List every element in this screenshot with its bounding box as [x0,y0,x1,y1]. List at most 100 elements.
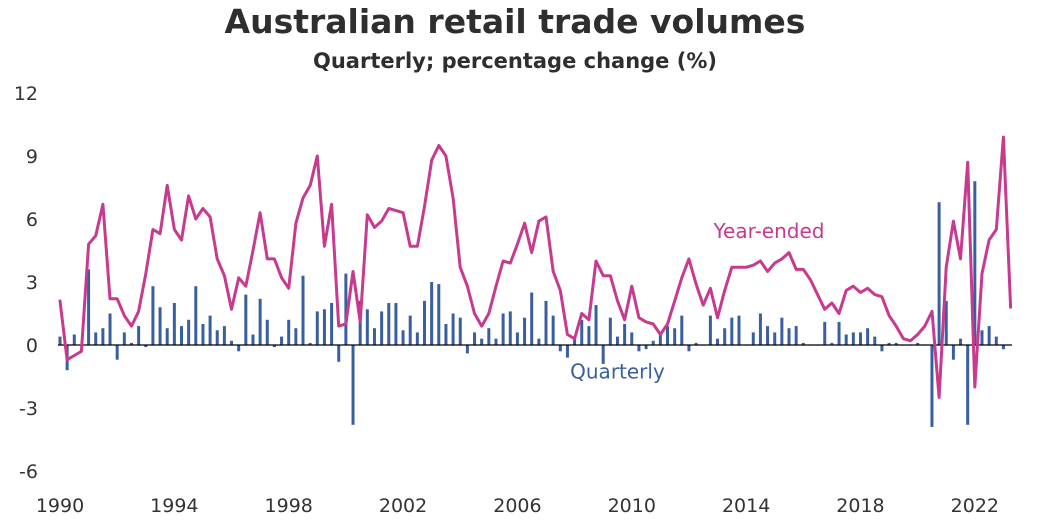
quarterly-bar [851,332,855,345]
y-tick-label: 9 [26,146,38,168]
quarterly-bar [773,332,777,345]
quarterly-bar [951,345,955,360]
quarterly-bar [58,336,62,345]
quarterly-bar [337,345,341,362]
quarterly-bar [873,336,877,345]
quarterly-bar [408,315,412,345]
x-tick-label: 2010 [608,495,656,517]
quarterly-bar [801,342,805,345]
quarterly-bar [401,330,405,345]
quarterly-bar [508,311,512,345]
quarterly-bar [615,336,619,345]
x-tick-label: 1994 [150,495,198,517]
x-axis: 1990 1994 1998 2002 2006 2010 2014 2018 2022 [36,495,999,517]
quarterly-bar [187,319,191,345]
quarterly-bar [265,319,269,345]
year-ended-line [58,135,1013,399]
quarterly-bar [280,336,284,345]
quarterly-bar [515,332,519,345]
quarterly-bar [723,328,727,345]
quarterly-bar [251,334,255,345]
quarterly-bar [487,328,491,345]
quarterly-bar [937,202,941,345]
quarterly-bar [751,332,755,345]
quarterly-bar [994,336,998,345]
quarterly-bar [158,307,162,345]
quarterly-bar [866,328,870,345]
y-tick-label: 6 [26,209,38,231]
quarterly-bar [716,338,720,345]
y-tick-label: -6 [19,461,38,483]
quarterly-bar [129,342,133,345]
quarterly-bar [544,300,548,345]
quarterly-bar [930,345,934,427]
quarterly-bar [837,321,841,345]
chart-subtitle: Quarterly; percentage change (%) [313,49,717,73]
quarterly-bar [387,303,391,345]
quarterly-bar [708,315,712,345]
quarterly-bar [87,269,91,345]
series-label-year-ended: Year-ended [713,219,825,243]
series-label-quarterly: Quarterly [570,360,665,384]
quarterly-bar [315,311,319,345]
quarterly-bar [666,326,670,345]
quarterly-bar [737,315,741,345]
quarterly-bar [458,317,462,345]
quarterly-bar [530,292,534,345]
y-tick-label: 12 [14,83,38,105]
quarterly-bar [165,328,169,345]
series-labels: Year-ended Quarterly [570,219,824,384]
quarterly-bar [137,326,141,345]
quarterly-bar [858,332,862,345]
quarterly-bar [980,330,984,345]
quarterly-bar [880,345,884,352]
quarterly-bar [894,342,898,345]
quarterly-bar [551,315,555,345]
quarterly-bar [780,317,784,345]
quarterly-bar [308,342,312,345]
quarterly-bar [565,345,569,358]
quarterly-bar [1001,345,1005,350]
quarterly-bar [823,321,827,345]
quarterly-bar [887,342,891,345]
quarterly-bar [272,345,276,348]
quarterly-bar [594,305,598,345]
quarterly-bar [194,286,198,345]
quarterly-bar [330,303,334,345]
quarterly-bar [601,345,605,364]
quarterly-bar [108,313,112,345]
quarterly-bar [322,309,326,345]
quarterly-bar [623,324,627,345]
quarterly-bar [573,338,577,345]
quarterly-bar [608,317,612,345]
quarterly-bar [172,303,176,345]
x-tick-label: 2018 [836,495,884,517]
quarterly-bar [473,332,477,345]
quarterly-bar [451,313,455,345]
quarterly-bar [966,345,970,425]
quarterly-bar [430,282,434,345]
quarterly-bar [587,326,591,345]
quarterly-bar [680,315,684,345]
y-tick-label: -3 [19,398,38,420]
quarterly-bar [122,332,126,345]
quarterly-bar [287,319,291,345]
quarterly-bar [180,326,184,345]
quarterly-bar [237,345,241,352]
quarterly-bar [844,334,848,345]
quarterly-bar [294,328,298,345]
quarterly-bar [465,345,469,354]
quarterly-bar [144,345,148,348]
quarterly-bar [301,275,305,345]
quarterly-bar [537,338,541,345]
quarterly-bar [344,273,348,345]
quarterly-bar [644,345,648,350]
quarterly-bar [916,342,920,345]
quarterly-bar [787,328,791,345]
quarterly-bar [208,315,212,345]
quarterly-bar [201,324,205,345]
x-tick-label: 2002 [379,495,427,517]
y-axis: 12 9 6 3 0 -3 -6 [14,83,38,483]
quarterly-bar [673,328,677,345]
